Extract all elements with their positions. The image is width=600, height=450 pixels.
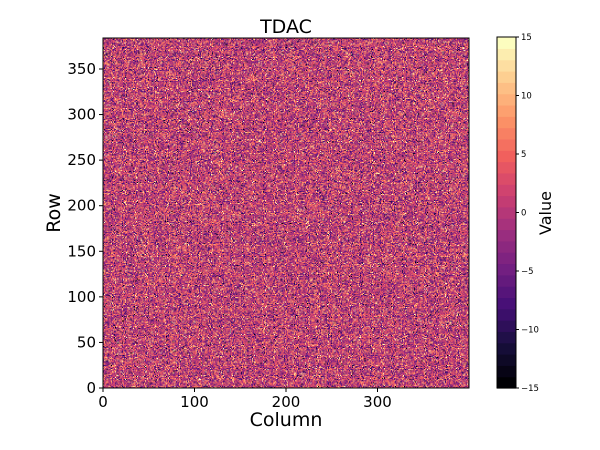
colorbar-band: [497, 206, 516, 219]
colorbar-band: [497, 229, 516, 242]
colorbar: 15 10 5 0 −5 −10 −15 Value: [496, 33, 555, 394]
y-tick-label: 0: [86, 379, 96, 397]
colorbar-tick-label: 15: [521, 33, 532, 43]
colorbar-band: [497, 127, 516, 140]
colorbar-band: [497, 150, 516, 163]
colorbar-band: [497, 37, 516, 49]
colorbar-ticks: 15 10 5 0 −5 −10 −15: [516, 33, 539, 394]
colorbar-band: [497, 297, 516, 310]
colorbar-band: [497, 263, 516, 276]
colorbar-band: [497, 82, 516, 95]
colorbar-band: [497, 320, 516, 332]
colorbar-tick-label: 5: [521, 150, 526, 160]
colorbar-band: [497, 161, 516, 174]
x-tick-label: 0: [98, 393, 108, 411]
y-tick-label: 150: [67, 242, 96, 260]
x-tick-label: 300: [363, 393, 392, 411]
colorbar-band: [497, 286, 516, 299]
y-tick-label: 300: [67, 106, 96, 124]
colorbar-band: [497, 59, 516, 72]
colorbar-band: [497, 354, 516, 366]
colorbar-band: [497, 48, 516, 61]
colorbar-band: [497, 138, 516, 151]
colorbar-band: [497, 342, 516, 355]
colorbar-tick-label: −15: [521, 384, 539, 394]
chart-title: TDAC: [259, 16, 312, 38]
colorbar-band: [497, 252, 516, 265]
y-tick-label: 50: [77, 333, 96, 351]
x-tick-label: 200: [272, 393, 301, 411]
colorbar-band: [497, 172, 516, 185]
colorbar-tick-label: 10: [521, 92, 532, 102]
y-tick-label: 350: [67, 60, 96, 78]
colorbar-band: [497, 331, 516, 344]
colorbar-band: [497, 308, 516, 321]
colorbar-label: Value: [536, 191, 555, 235]
colorbar-band: [497, 365, 516, 378]
y-axis-ticks: 0 50 100 150 200 250 300 350: [67, 60, 103, 397]
x-axis-ticks: 0 100 200 300: [98, 388, 392, 411]
colorbar-band: [497, 274, 516, 287]
colorbar-band: [497, 70, 516, 83]
x-tick-label: 100: [180, 393, 209, 411]
colorbar-tick-label: −10: [521, 326, 539, 336]
colorbar-band: [497, 104, 516, 117]
y-tick-label: 100: [67, 288, 96, 306]
colorbar-band: [497, 218, 516, 231]
heatmap-cells: [103, 38, 469, 388]
colorbar-band: [497, 240, 516, 253]
colorbar-band: [497, 376, 516, 389]
colorbar-band: [497, 195, 516, 208]
colorbar-tick-label: 0: [521, 209, 526, 219]
colorbar-band: [497, 93, 516, 106]
colorbar-tick-label: −5: [521, 267, 534, 277]
colorbar-band: [497, 116, 516, 129]
x-axis-label: Column: [250, 409, 323, 431]
colorbar-band: [497, 184, 516, 197]
y-tick-label: 200: [67, 197, 96, 215]
y-tick-label: 250: [67, 151, 96, 169]
y-axis-label: Row: [43, 193, 65, 233]
colorbar-gradient: [497, 37, 516, 389]
heatmap-plot-area: [102, 37, 470, 389]
